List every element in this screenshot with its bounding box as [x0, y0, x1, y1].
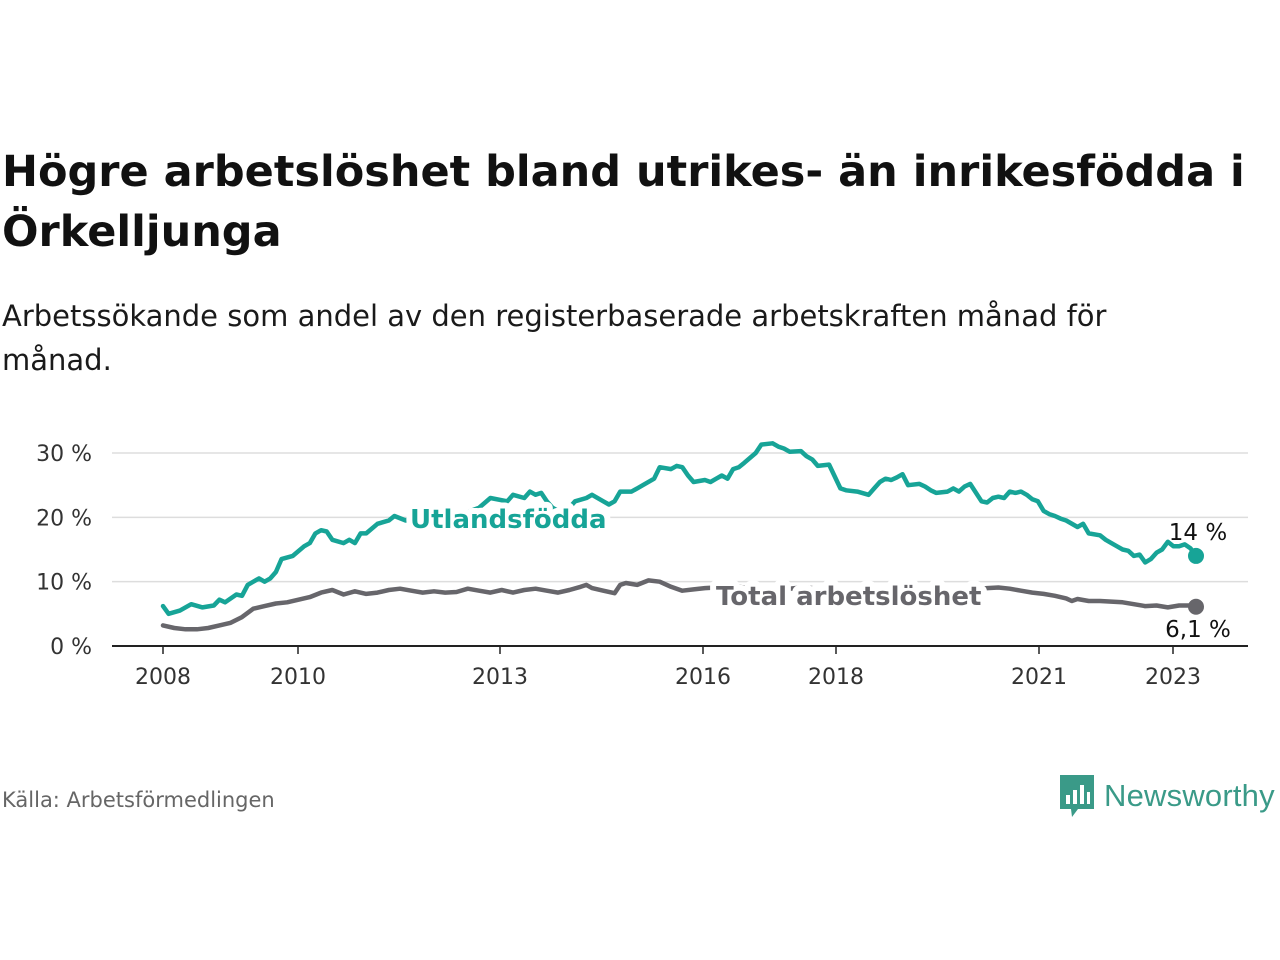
- y-tick-label: 30 %: [36, 442, 92, 467]
- series-line-utlandsfodda: [160, 441, 1199, 617]
- x-tick-label: 2008: [135, 665, 191, 690]
- x-tick-label: 2013: [472, 665, 528, 690]
- series-end-dot: [1188, 547, 1204, 564]
- chart-subtitle: Arbetssökande som andel av den registerb…: [2, 299, 1107, 377]
- series-name-label: Total arbetslöshet: [716, 582, 981, 612]
- y-tick-label: 20 %: [36, 506, 92, 531]
- y-tick-label: 0 %: [50, 635, 92, 660]
- series-end-label: 6,1 %: [1165, 617, 1231, 643]
- y-tick-label: 10 %: [36, 571, 92, 596]
- newsworthy-logo-icon: [1060, 775, 1094, 817]
- x-tick-label: 2023: [1145, 665, 1201, 690]
- newsworthy-logo[interactable]: Newsworthy: [1058, 772, 1275, 820]
- series-name-label: Utlandsfödda: [410, 505, 607, 535]
- series-lines: [160, 441, 1204, 632]
- x-tick-label: 2021: [1011, 665, 1067, 690]
- source-note: Källa: Arbetsförmedlingen: [2, 788, 275, 812]
- series-end-dot: [1188, 598, 1204, 615]
- series-labels: 14 % 6,1 % Utlandsfödda Total arbetslöshet: [404, 499, 1231, 643]
- chart-title: Högre arbetslöshet bland utrikes- än inr…: [2, 147, 1245, 257]
- y-axis-ticks: 0 % 10 % 20 % 30 %: [36, 442, 92, 660]
- x-axis: 2008 2010 2013 2016 2018 2021 2023: [112, 645, 1248, 690]
- x-tick-label: 2010: [270, 665, 326, 690]
- x-tick-label: 2016: [675, 665, 731, 690]
- series-line-total: [160, 578, 1199, 632]
- x-tick-label: 2018: [808, 665, 864, 690]
- line-chart: 0 % 10 % 20 % 30 % 2008 2010 2013 2016 2018 2021…: [36, 441, 1248, 690]
- brand-name: Newsworthy: [1104, 778, 1275, 813]
- series-end-label: 14 %: [1169, 520, 1227, 546]
